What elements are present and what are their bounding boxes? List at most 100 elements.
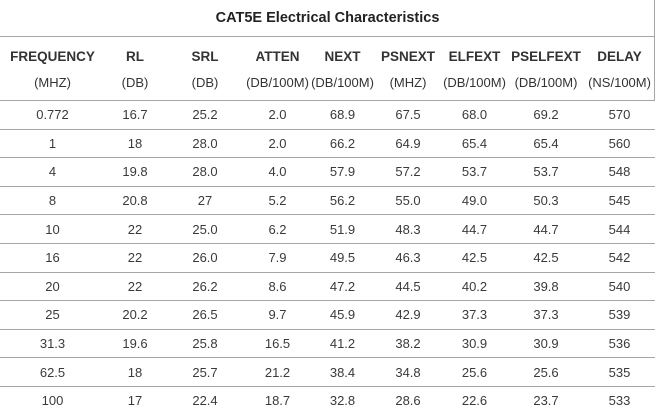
table-cell: 545 (584, 186, 656, 216)
table-cell: 19.6 (105, 329, 165, 359)
table-cell: 8.6 (245, 272, 310, 302)
table-cell: 1 (0, 129, 105, 159)
table-cell: 39.8 (508, 272, 584, 302)
table-cell: 26.0 (165, 243, 245, 273)
table-cell: 22 (105, 243, 165, 273)
table-cell: 23.7 (508, 386, 584, 414)
table-cell: 570 (584, 100, 656, 130)
table-cell: 535 (584, 357, 656, 387)
column-unit: (DB/100M) (245, 69, 310, 101)
column-unit: (NS/100M) (584, 69, 656, 101)
table-row: 8 20.8 27 5.2 56.2 55.0 49.0 50.3 545 (0, 186, 656, 216)
table-cell: 65.4 (508, 129, 584, 159)
table-cell: 5.2 (245, 186, 310, 216)
table-cell: 57.9 (310, 157, 375, 187)
table-cell: 55.0 (375, 186, 441, 216)
table-cell: 68.9 (310, 100, 375, 130)
table-body: 0.772 16.7 25.2 2.0 68.9 67.5 68.0 69.2 570 1 18 28… (0, 100, 656, 414)
table-cell: 25.6 (508, 357, 584, 387)
table-cell: 44.5 (375, 272, 441, 302)
table-cell: 536 (584, 329, 656, 359)
table-cell: 0.772 (0, 100, 105, 130)
table-row: 16 22 26.0 7.9 49.5 46.3 42.5 42.5 542 (0, 243, 656, 273)
table-cell: 7.9 (245, 243, 310, 273)
column-unit: (DB/100M) (441, 69, 508, 101)
table-cell: 18 (105, 357, 165, 387)
table-cell: 20.8 (105, 186, 165, 216)
table-cell: 53.7 (441, 157, 508, 187)
column-unit: (DB/100M) (310, 69, 375, 101)
table-cell: 22 (105, 214, 165, 244)
table-cell: 540 (584, 272, 656, 302)
table-cell: 25.0 (165, 214, 245, 244)
table-cell: 44.7 (508, 214, 584, 244)
table-cell: 22.4 (165, 386, 245, 414)
column-header: FREQUENCY (10, 48, 95, 64)
table-cell: 27 (165, 186, 245, 216)
table-cell: 25.2 (165, 100, 245, 130)
column-unit: (MHZ) (0, 69, 105, 101)
table-cell: 20 (0, 272, 105, 302)
table-cell: 41.2 (310, 329, 375, 359)
column-unit: (DB) (165, 69, 245, 101)
column-header-row: FREQUENCY RL SRL ATTEN NEXT PSNEXT ELFEXT PSELF… (0, 37, 655, 70)
table-cell: 31.3 (0, 329, 105, 359)
table-cell: 37.3 (441, 300, 508, 330)
table-title-row: CAT5E Electrical Characteristics (0, 0, 656, 37)
table-cell: 38.4 (310, 357, 375, 387)
column-header: NEXT (324, 48, 361, 64)
table-cell: 22.6 (441, 386, 508, 414)
table-cell: 560 (584, 129, 656, 159)
table-cell: 66.2 (310, 129, 375, 159)
column-unit: (DB/100M) (508, 69, 584, 101)
table-cell: 20.2 (105, 300, 165, 330)
table-row: 62.5 18 25.7 21.2 38.4 34.8 25.6 25.6 535 (0, 357, 656, 387)
table-cell: 49.5 (310, 243, 375, 273)
table-cell: 47.2 (310, 272, 375, 302)
table-cell: 49.0 (441, 186, 508, 216)
table-cell: 21.2 (245, 357, 310, 387)
table-cell: 62.5 (0, 357, 105, 387)
column-unit-row: (MHZ) (DB) (DB) (DB/100M) (DB/100M) (MHZ) (DB/… (0, 69, 656, 101)
table-row: 10 22 25.0 6.2 51.9 48.3 44.7 44.7 544 (0, 214, 656, 244)
table-row: 0.772 16.7 25.2 2.0 68.9 67.5 68.0 69.2 570 (0, 100, 656, 130)
table-cell: 30.9 (441, 329, 508, 359)
table-cell: 28.0 (165, 157, 245, 187)
table-cell: 57.2 (375, 157, 441, 187)
table-cell: 2.0 (245, 129, 310, 159)
table-cell: 51.9 (310, 214, 375, 244)
table-cell: 18.7 (245, 386, 310, 414)
table-row: 1 18 28.0 2.0 66.2 64.9 65.4 65.4 560 (0, 129, 656, 159)
table-cell: 42.9 (375, 300, 441, 330)
table-cell: 6.2 (245, 214, 310, 244)
column-header: ELFEXT (448, 48, 501, 64)
table-row: 100 17 22.4 18.7 32.8 28.6 22.6 23.7 533 (0, 386, 656, 414)
column-header: DELAY (597, 48, 642, 64)
table-cell: 8 (0, 186, 105, 216)
table-cell: 37.3 (508, 300, 584, 330)
table-cell: 69.2 (508, 100, 584, 130)
table-cell: 56.2 (310, 186, 375, 216)
table-cell: 18 (105, 129, 165, 159)
table-cell: 30.9 (508, 329, 584, 359)
table-cell: 2.0 (245, 100, 310, 130)
table-cell: 45.9 (310, 300, 375, 330)
table-cell: 25.6 (441, 357, 508, 387)
table-row: 25 20.2 26.5 9.7 45.9 42.9 37.3 37.3 539 (0, 300, 656, 330)
table-cell: 28.6 (375, 386, 441, 414)
table-cell: 25.7 (165, 357, 245, 387)
column-header: PSNEXT (380, 48, 435, 64)
table-cell: 548 (584, 157, 656, 187)
table-cell: 26.5 (165, 300, 245, 330)
table-cell: 9.7 (245, 300, 310, 330)
table-cell: 53.7 (508, 157, 584, 187)
table-cell: 64.9 (375, 129, 441, 159)
column-header: SRL (191, 48, 219, 64)
table-row: 31.3 19.6 25.8 16.5 41.2 38.2 30.9 30.9 536 (0, 329, 656, 359)
table-cell: 42.5 (508, 243, 584, 273)
table-cell: 34.8 (375, 357, 441, 387)
table-cell: 10 (0, 214, 105, 244)
table-title: CAT5E Electrical Characteristics (0, 0, 656, 37)
table-cell: 100 (0, 386, 105, 414)
